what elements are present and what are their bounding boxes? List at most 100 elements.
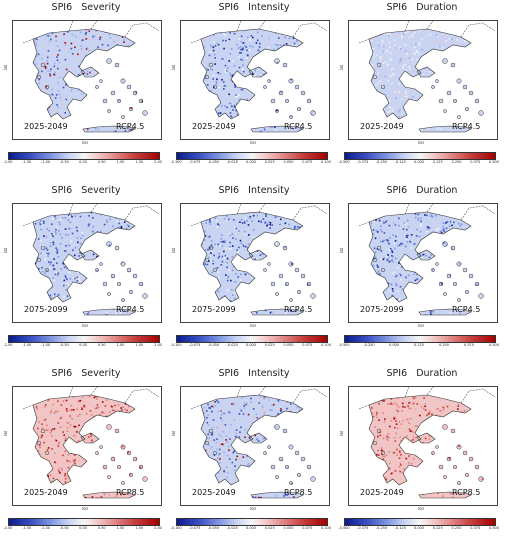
greece-map <box>180 386 330 506</box>
colorbar <box>176 335 328 343</box>
colorbar-tick-label: 0.075 <box>302 343 313 347</box>
map-panel: SPI6 Severity lat lon 2025-2049 RCP4.5 -… <box>2 0 170 183</box>
colorbar-tick-label: 0.100 <box>320 343 332 347</box>
colorbar-tick-label: -0.075 <box>189 343 201 347</box>
map-panel: SPI6 Intensity lat lon 2075-2099 RCP4.5 … <box>170 183 338 366</box>
scenario-label: RCP4.5 <box>116 122 145 131</box>
colorbar-ticks: -0.500 -0.250 0.000 0.125 0.250 0.375 0.500 <box>338 343 499 349</box>
panel-title: SPI6 Intensity <box>218 2 290 13</box>
map-panel: SPI6 Duration lat lon 2075-2099 RCP4.5 -… <box>338 183 506 366</box>
colorbar-tick-label: -0.125 <box>394 160 406 164</box>
greece-map <box>12 386 162 506</box>
scenario-label: RCP8.5 <box>452 488 481 497</box>
x-axis-label: lon <box>82 323 89 328</box>
period-label: 2025-2049 <box>360 488 404 497</box>
colorbar-tick-label: -0.125 <box>394 526 406 530</box>
colorbar-tick-label: 0.250 <box>438 343 450 347</box>
x-axis-label: lon <box>250 323 257 328</box>
colorbar-tick-label: 0.050 <box>283 343 294 347</box>
colorbar-tick-label: 2.00 <box>154 160 162 164</box>
colorbar <box>8 152 160 160</box>
colorbar-tick-label: 0.000 <box>413 160 425 164</box>
colorbar-tick-label: -0.075 <box>189 160 201 164</box>
colorbar-tick-label: -0.375 <box>357 526 369 530</box>
colorbar-tick-label: -0.50 <box>59 160 69 164</box>
colorbar <box>8 518 160 526</box>
colorbar-tick-label: 0.50 <box>97 343 106 347</box>
colorbar-tick-label: 2.00 <box>154 343 162 347</box>
colorbar-tick-label: -0.025 <box>226 160 238 164</box>
colorbar <box>344 335 496 343</box>
colorbar-tick-label: 0.000 <box>245 343 257 347</box>
colorbar-tick-label: 0.250 <box>451 160 462 164</box>
colorbar-tick-label: 0.100 <box>320 526 332 530</box>
colorbar-tick-label: -1.50 <box>22 343 32 347</box>
greece-map <box>12 20 162 140</box>
colorbar-tick-label: 0.375 <box>470 160 481 164</box>
colorbar <box>8 335 160 343</box>
colorbar-tick-label: 1.50 <box>135 343 144 347</box>
colorbar-tick-label: 0.375 <box>463 343 475 347</box>
colorbar-tick-label: 0.075 <box>302 526 313 530</box>
colorbar-tick-label: 0.00 <box>79 343 87 347</box>
colorbar-tick-label: 0.375 <box>470 526 481 530</box>
colorbar-tick-label: 0.100 <box>320 160 332 164</box>
map-panel: SPI6 Intensity lat lon 2025-2049 RCP8.5 … <box>170 366 338 549</box>
colorbar-tick-label: -1.50 <box>22 160 32 164</box>
colorbar <box>176 518 328 526</box>
period-label: 2025-2049 <box>360 122 404 131</box>
colorbar-tick-label: 0.025 <box>264 526 275 530</box>
colorbar-tick-label: -1.00 <box>40 526 51 530</box>
colorbar-ticks: -2.00 -1.50 -1.00 -0.50 0.00 0.50 1.00 1.50 2.00 <box>3 526 161 532</box>
colorbar-tick-label: 0.250 <box>451 526 462 530</box>
y-axis-label: lat <box>339 64 344 70</box>
colorbar-tick-label: -0.025 <box>226 343 238 347</box>
scenario-label: RCP4.5 <box>284 305 313 314</box>
map-panel: SPI6 Severity lat lon 2075-2099 RCP4.5 -… <box>2 183 170 366</box>
x-axis-label: lon <box>418 323 425 328</box>
colorbar-tick-label: -0.250 <box>375 526 388 530</box>
scenario-label: RCP4.5 <box>452 122 481 131</box>
colorbar-tick-label: 1.50 <box>135 160 144 164</box>
colorbar-tick-label: -0.250 <box>363 343 375 347</box>
period-label: 2075-2099 <box>192 305 236 314</box>
y-axis-label: lat <box>339 247 344 253</box>
x-axis-label: lon <box>250 506 257 511</box>
colorbar-ticks: -0.500 -0.375 -0.250 -0.125 0.000 0.125 0.250 0… <box>338 526 499 532</box>
colorbar-ticks: -2.00 -1.50 -1.00 -0.50 0.00 0.50 1.00 1.50 2.00 <box>3 343 161 349</box>
panel-title: SPI6 Severity <box>51 368 121 379</box>
colorbar-ticks: -0.100 -0.075 -0.050 -0.025 0.000 0.025 0.050 0… <box>170 526 331 532</box>
y-axis-label: lat <box>3 430 8 436</box>
colorbar-tick-label: 0.00 <box>79 526 87 530</box>
period-label: 2075-2099 <box>24 305 68 314</box>
colorbar-tick-label: 1.00 <box>116 526 125 530</box>
colorbar-tick-label: 2.00 <box>154 526 162 530</box>
colorbar-tick-label: 0.000 <box>388 343 400 347</box>
colorbar-tick-label: 0.075 <box>302 160 313 164</box>
scenario-label: RCP4.5 <box>452 305 481 314</box>
colorbar-tick-label: -0.050 <box>207 526 220 530</box>
greece-map <box>348 20 498 140</box>
colorbar <box>176 152 328 160</box>
colorbar-tick-label: -0.025 <box>226 526 238 530</box>
scenario-label: RCP4.5 <box>116 305 145 314</box>
y-axis-label: lat <box>3 64 8 70</box>
map-panel: SPI6 Severity lat lon 2025-2049 RCP8.5 -… <box>2 366 170 549</box>
colorbar-ticks: -0.100 -0.075 -0.050 -0.025 0.000 0.025 0.050 0… <box>170 160 331 166</box>
panel-title: SPI6 Severity <box>51 2 121 13</box>
colorbar-tick-label: 0.000 <box>413 526 425 530</box>
y-axis-label: lat <box>171 64 176 70</box>
colorbar-tick-label: 0.500 <box>488 160 500 164</box>
y-axis-label: lat <box>171 430 176 436</box>
panel-title: SPI6 Duration <box>386 185 458 196</box>
colorbar-tick-label: 0.025 <box>264 160 275 164</box>
colorbar-tick-label: -2.00 <box>3 343 13 347</box>
panel-title: SPI6 Severity <box>51 185 121 196</box>
map-panel: SPI6 Duration lat lon 2025-2049 RCP8.5 -… <box>338 366 506 549</box>
greece-map <box>348 203 498 323</box>
colorbar-tick-label: 0.000 <box>245 526 257 530</box>
map-panel: SPI6 Duration lat lon 2025-2049 RCP4.5 -… <box>338 0 506 183</box>
period-label: 2075-2099 <box>360 305 404 314</box>
period-label: 2025-2049 <box>24 488 68 497</box>
colorbar-tick-label: -0.100 <box>170 343 182 347</box>
